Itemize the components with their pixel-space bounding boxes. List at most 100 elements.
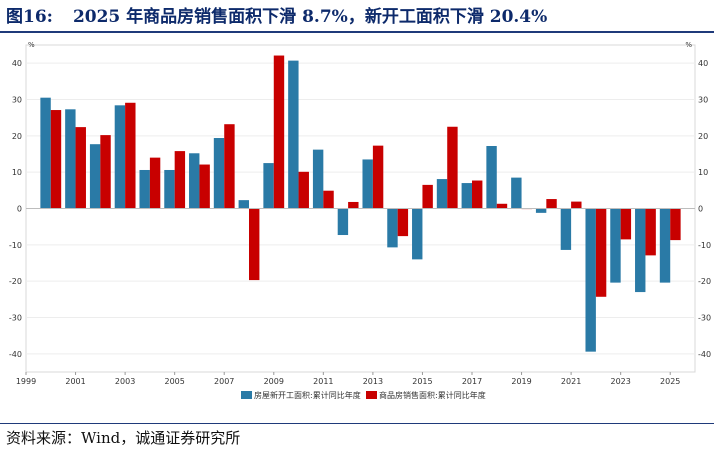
legend-swatch-new-start [241,391,252,399]
figure-number: 图16: [6,7,53,27]
bar-sales [199,164,210,209]
bar-chart: 40 30 20 10 0 -10 -20 -30 -40 40 30 20 10 0 -10 -20 -30… [9,41,711,400]
legend-swatch-sales [366,391,377,399]
bar-new-start [535,208,547,213]
bar-sales [75,127,86,209]
right-y-tick-label: -40 [698,350,711,359]
figure-title: 图16: 2025 年商品房销售面积下滑 8.7%，新开工面积下滑 20.4% [6,4,706,30]
right-y-tick-label: -30 [698,314,711,323]
bar-sales [447,126,458,209]
bar-new-start [189,153,200,209]
right-y-tick-label: 10 [698,168,708,177]
bar-sales [224,124,235,209]
right-y-axis: 40 30 20 10 0 -10 -20 -30 -40 [698,59,711,359]
bar-sales [397,208,409,237]
bar-new-start [659,208,671,283]
bar-sales [372,145,384,209]
left-y-unit: % [28,41,35,49]
legend: 房屋新开工面积:累计同比年度 商品房销售面积:累计同比年度 [241,390,486,400]
bar-sales [298,171,309,209]
bar-new-start [114,105,126,209]
bar-sales [496,203,508,209]
bar-new-start [139,169,150,209]
right-y-unit: % [685,41,692,49]
left-y-tick-label: -30 [9,314,22,323]
bar-sales [50,110,62,209]
bar-new-start [486,146,497,209]
bar-sales [273,55,285,209]
bar-sales [472,180,483,209]
bar-new-start [40,97,51,209]
bar-sales [174,151,186,209]
x-tick-label: 2011 [313,377,333,386]
footer-rule [0,423,714,424]
x-tick-label: 2025 [660,377,680,386]
left-y-tick-label: 30 [12,96,22,105]
x-tick-label: 2013 [363,377,383,386]
x-tick-label: 1999 [16,377,36,386]
figure-title-text: 2025 年商品房销售面积下滑 8.7%，新开工面积下滑 20.4% [72,7,548,27]
right-y-tick-label: -10 [698,241,711,250]
bar-new-start [461,183,472,209]
bar-sales [149,157,161,209]
left-y-axis: 40 30 20 10 0 -10 -20 -30 -40 [9,59,22,359]
left-y-tick-label: 40 [12,59,22,68]
bar-new-start [238,200,249,209]
bar-new-start [288,60,299,209]
bar-new-start [610,208,621,283]
gridlines [26,62,695,355]
title-rule [0,31,714,33]
bar-new-start [362,159,373,209]
x-tick-label: 2023 [610,377,630,386]
bar-sales [422,184,433,209]
bar-sales [620,208,632,240]
bar-new-start [164,169,175,209]
x-tick-label: 2019 [511,377,531,386]
x-tick-label: 2009 [264,377,284,386]
bar-sales [100,135,111,209]
series-sales [50,55,681,297]
legend-label-sales: 商品房销售面积:累计同比年度 [379,390,486,400]
bar-new-start [312,149,324,209]
x-axis: 1999 2001 2003 2005 2007 2009 2011 2013 2015 2017… [16,372,680,386]
bar-sales [348,201,359,209]
x-tick-label: 2007 [214,377,234,386]
bar-new-start [337,208,349,236]
bar-sales [645,208,656,256]
bar-new-start [635,208,646,293]
x-tick-label: 2001 [65,377,85,386]
x-tick-label: 2005 [164,377,184,386]
x-tick-label: 2017 [462,377,482,386]
right-y-tick-label: 40 [698,59,708,68]
bar-sales [670,208,681,241]
x-tick-label: 2015 [412,377,432,386]
bar-sales [546,199,557,209]
right-y-tick-label: 20 [698,132,708,141]
left-y-tick-label: 20 [12,132,22,141]
left-y-tick-label: -40 [9,350,22,359]
bar-sales [323,190,334,209]
bar-sales [595,208,607,297]
left-y-tick-label: -20 [9,277,22,286]
right-y-tick-label: 0 [698,205,703,214]
x-tick-label: 2003 [115,377,135,386]
bar-new-start [436,179,448,209]
right-y-tick-label: 30 [698,96,708,105]
bar-sales [249,208,260,281]
left-y-tick-label: 0 [17,205,22,214]
bar-new-start [585,208,596,352]
bar-new-start [511,177,522,209]
bar-new-start [560,208,572,250]
bar-new-start [65,109,76,209]
bar-sales [125,102,136,209]
source-note: 资料来源：Wind，诚通证券研究所 [6,429,241,447]
right-y-tick-label: -20 [698,277,711,286]
bar-new-start [387,208,398,248]
bar-new-start [263,163,274,209]
bar-new-start [89,144,101,209]
bar-new-start [412,208,423,260]
series-new-start [40,60,671,352]
legend-label-new-start: 房屋新开工面积:累计同比年度 [254,390,361,400]
left-y-tick-label: 10 [12,168,22,177]
left-y-tick-label: -10 [9,241,22,250]
